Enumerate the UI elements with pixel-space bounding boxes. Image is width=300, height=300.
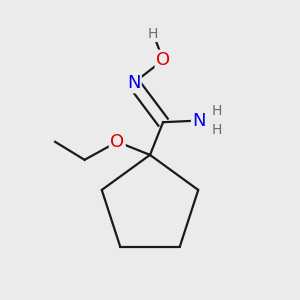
Text: O: O — [156, 51, 170, 69]
Text: N: N — [127, 74, 140, 92]
Text: N: N — [192, 112, 206, 130]
Text: H: H — [212, 104, 222, 118]
Text: O: O — [110, 133, 124, 151]
Text: H: H — [212, 123, 222, 137]
Text: H: H — [148, 27, 158, 41]
